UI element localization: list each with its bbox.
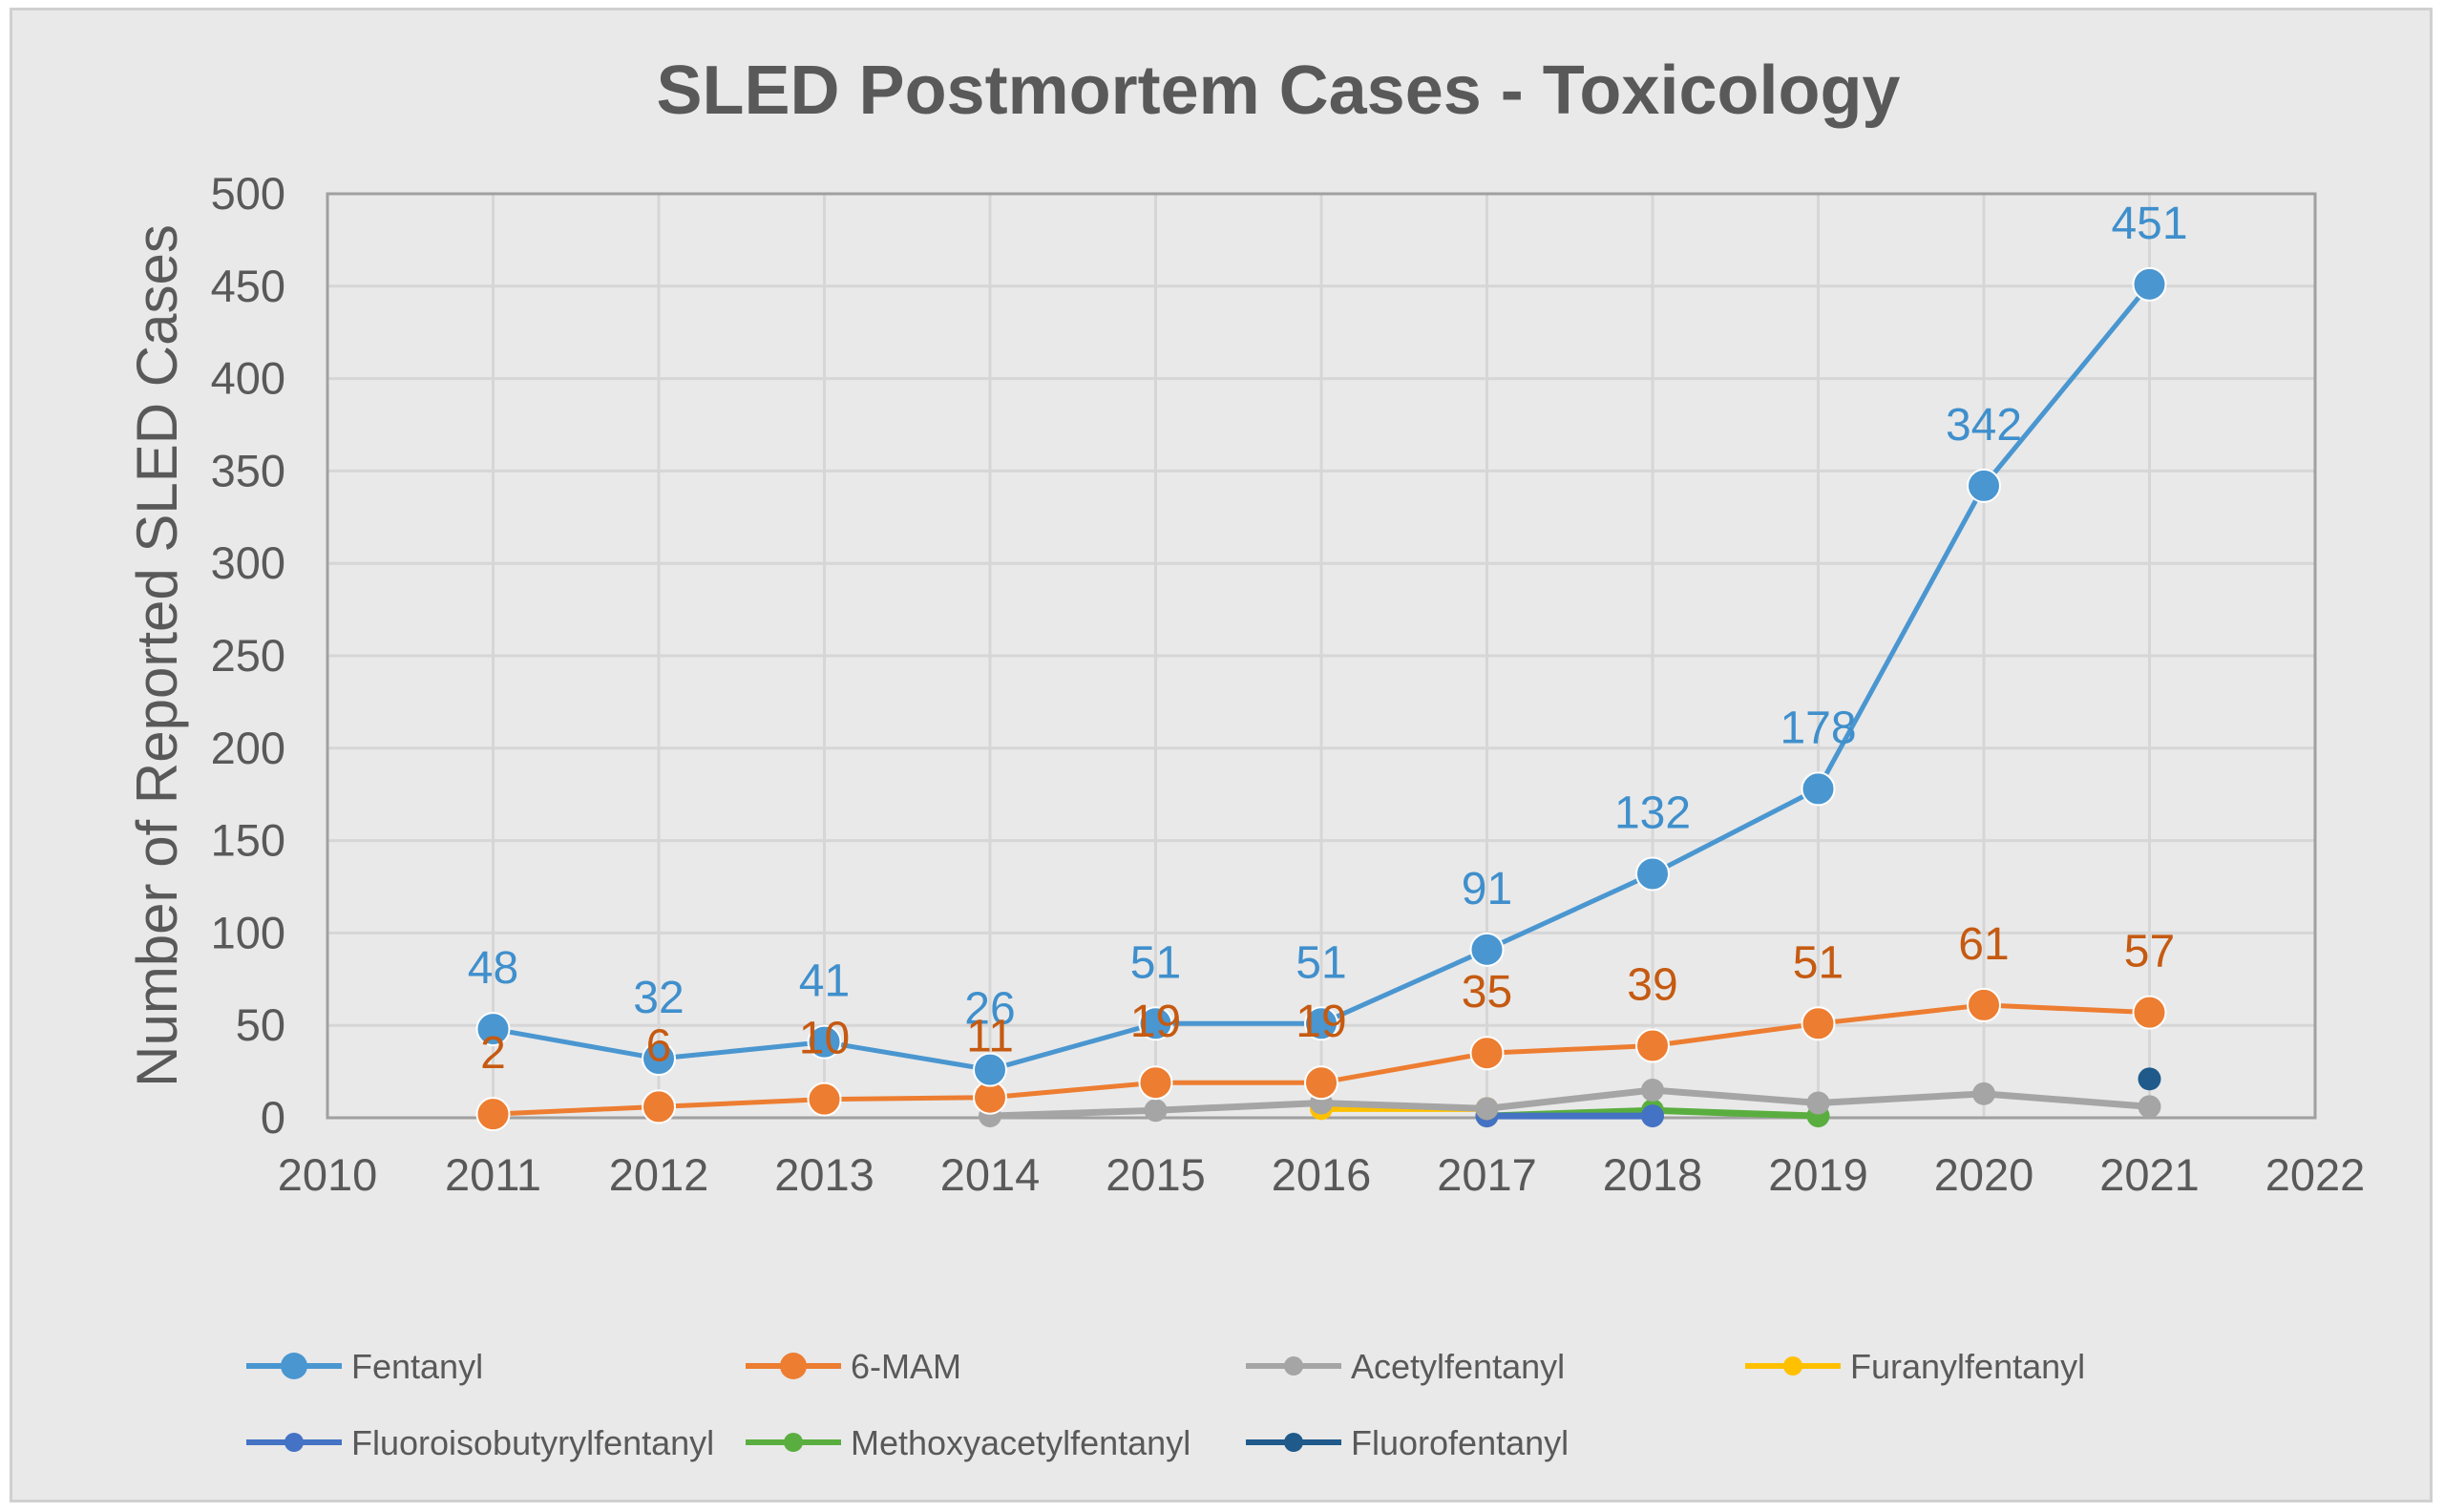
x-tick-label: 2010: [278, 1149, 378, 1200]
legend-label: Furanylfentanyl: [1850, 1347, 2085, 1386]
data-point-fentanyl: [1967, 468, 2001, 503]
data-label-6-mam: 11: [966, 1012, 1014, 1062]
data-label-6-mam: 2: [480, 1028, 506, 1079]
data-label-fentanyl: 178: [1780, 703, 1856, 753]
y-tick-label: 100: [211, 907, 285, 957]
legend-label: Acetylfentanyl: [1351, 1347, 1565, 1386]
y-tick-label: 0: [261, 1092, 285, 1143]
data-label-fentanyl: 451: [2111, 199, 2187, 249]
data-point-fentanyl: [807, 1024, 842, 1060]
x-tick-label: 2018: [1603, 1149, 1703, 1200]
y-tick-label: 450: [211, 261, 285, 311]
y-tick-label: 150: [211, 815, 285, 866]
chart-frame: SLED Postmortem Cases - Toxicology 0 50 10…: [10, 8, 2433, 1502]
data-label-fentanyl: 91: [1462, 864, 1512, 914]
data-label-6-mam: 6: [646, 1020, 672, 1071]
legend-label: Methoxyacetylfentanyl: [851, 1423, 1190, 1462]
data-point-fluorofentanyl: [2138, 1067, 2161, 1091]
legend-marker: [1783, 1356, 1802, 1376]
data-point-6-mam: [1469, 1036, 1505, 1071]
data-point-6-mam: [642, 1089, 676, 1124]
data-point-6-mam: [1138, 1065, 1173, 1101]
chart-title: SLED Postmortem Cases - Toxicology: [657, 52, 1901, 129]
data-point-fentanyl: [1304, 1006, 1338, 1041]
data-point-6-mam: [475, 1097, 511, 1132]
data-point-fentanyl: [973, 1052, 1007, 1087]
data-point-acetylfentanyl: [1806, 1091, 1830, 1115]
y-tick-label: 50: [236, 999, 285, 1050]
y-axis-label: Number of Reported SLED Cases: [125, 224, 189, 1087]
data-point-fentanyl: [1138, 1006, 1173, 1041]
y-tick-label: 300: [211, 537, 285, 588]
legend-marker: [784, 1433, 803, 1452]
y-tick-label: 200: [211, 723, 285, 773]
data-point-6-mam: [807, 1082, 842, 1117]
data-label-fentanyl: 32: [633, 973, 684, 1023]
data-point-6-mam: [1801, 1006, 1836, 1041]
x-tick-label: 2020: [1934, 1149, 2034, 1200]
legend-marker: [1284, 1356, 1303, 1376]
data-label-6-mam: 10: [799, 1014, 850, 1064]
data-label-fentanyl: 51: [1296, 937, 1346, 988]
data-point-6-mam: [1635, 1028, 1670, 1063]
data-point-fentanyl: [642, 1041, 676, 1077]
data-point-acetylfentanyl: [2138, 1095, 2161, 1119]
y-tick-label: 400: [211, 353, 285, 404]
data-label-6-mam: 61: [1958, 919, 2009, 970]
data-label-fentanyl: 51: [1130, 937, 1181, 988]
data-point-6-mam: [1967, 987, 2001, 1022]
data-label-fentanyl: 41: [799, 956, 850, 1007]
data-point-6-mam: [1304, 1065, 1338, 1101]
data-point-acetylfentanyl: [1972, 1082, 1995, 1105]
data-point-fentanyl: [2132, 266, 2167, 302]
x-tick-label: 2017: [1437, 1149, 1537, 1200]
data-label-6-mam: 19: [1296, 997, 1346, 1047]
x-tick-label: 2016: [1272, 1149, 1372, 1200]
legend-marker: [281, 1353, 307, 1379]
data-point-fentanyl: [475, 1012, 511, 1047]
y-tick-label: 500: [211, 168, 285, 219]
legend-label: 6-MAM: [851, 1347, 961, 1386]
data-label-6-mam: 57: [2124, 927, 2175, 977]
y-tick-label: 250: [211, 630, 285, 681]
data-point-fentanyl: [1469, 932, 1505, 967]
legend-marker: [284, 1433, 304, 1452]
data-point-acetylfentanyl: [1144, 1099, 1168, 1123]
legend-label: Fluorofentanyl: [1351, 1423, 1569, 1462]
legend-marker: [1284, 1433, 1303, 1452]
legend-label: Fluoroisobutyrylfentanyl: [351, 1423, 714, 1462]
data-point-acetylfentanyl: [1475, 1097, 1499, 1121]
x-tick-label: 2015: [1106, 1149, 1206, 1200]
x-tick-label: 2022: [2265, 1149, 2366, 1200]
data-point-fluoroisobutyrylfentanyl: [1641, 1104, 1664, 1128]
x-tick-label: 2011: [445, 1149, 541, 1200]
series-line-acetylfentanyl: [989, 1086, 2150, 1120]
data-label-fentanyl: 132: [1614, 788, 1691, 838]
x-tick-label: 2012: [609, 1149, 709, 1200]
legend-marker: [780, 1353, 807, 1379]
x-tick-label: 2021: [2099, 1149, 2200, 1200]
data-label-6-mam: 19: [1130, 997, 1181, 1047]
data-label-6-mam: 39: [1627, 959, 1677, 1010]
data-label-6-mam: 35: [1462, 967, 1512, 1018]
data-point-acetylfentanyl: [1641, 1078, 1664, 1102]
data-label-fentanyl: 26: [964, 984, 1015, 1035]
data-label-6-mam: 51: [1793, 937, 1844, 988]
line-chart: SLED Postmortem Cases - Toxicology 0 50 10…: [125, 52, 2366, 1462]
x-tick-label: 2014: [940, 1149, 1041, 1200]
x-tick-label: 2013: [774, 1149, 874, 1200]
legend-label: Fentanyl: [351, 1347, 483, 1386]
data-label-fentanyl: 48: [468, 943, 518, 994]
x-tick-label: 2019: [1768, 1149, 1868, 1200]
data-point-6-mam: [2132, 995, 2167, 1030]
data-point-fentanyl: [1635, 856, 1670, 892]
y-tick-label: 350: [211, 445, 285, 495]
data-label-fentanyl: 342: [1946, 400, 2022, 451]
data-point-fentanyl: [1801, 771, 1836, 807]
